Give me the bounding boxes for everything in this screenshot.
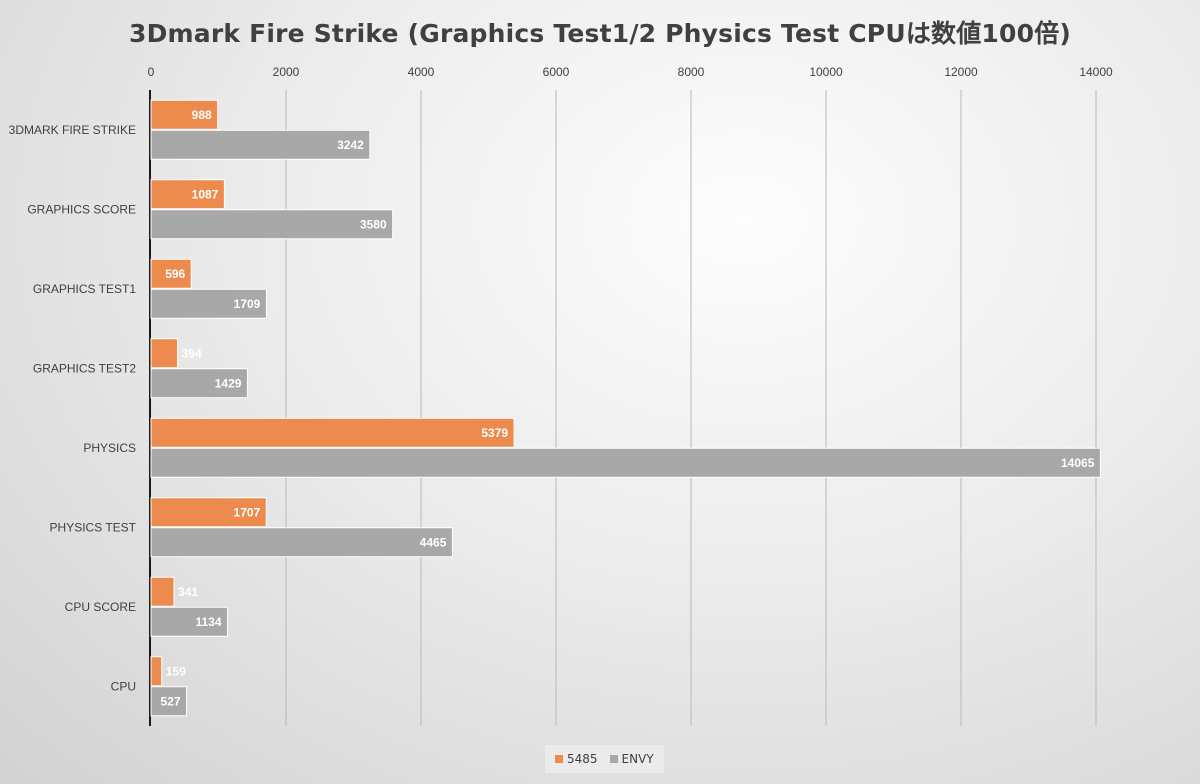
bar-5485-graphics-test1 xyxy=(150,258,192,289)
x-tick-label-8000: 8000 xyxy=(678,65,705,79)
category-label-graphics-test1: GRAPHICS TEST1 xyxy=(33,282,136,296)
bar-envy-3dmark-fire-strike xyxy=(150,129,371,160)
legend-label-5485: 5485 xyxy=(567,752,598,766)
data-label-envy-physics-test: 4465 xyxy=(420,535,447,549)
data-label-5485-physics: 5379 xyxy=(481,426,508,440)
bar-envy-physics-test xyxy=(150,527,453,558)
category-label-physics: PHYSICS xyxy=(83,441,136,455)
bar-5485-graphics-score xyxy=(150,179,225,210)
bar-5485-graphics-test2 xyxy=(150,338,179,369)
bar-envy-graphics-test2 xyxy=(150,368,248,399)
data-label-5485-graphics-score: 1087 xyxy=(192,187,219,201)
category-label-physics-test: PHYSICS TEST xyxy=(50,520,137,534)
category-label-graphics-score: GRAPHICS SCORE xyxy=(27,202,136,216)
data-label-envy-graphics-test1: 1709 xyxy=(234,297,261,311)
chart-title: 3Dmark Fire Strike (Graphics Test1/2 Phy… xyxy=(128,19,1072,48)
x-tick-label-12000: 12000 xyxy=(944,65,978,79)
bar-5485-cpu-score xyxy=(150,576,175,607)
legend-item-5485: 5485 xyxy=(555,752,598,766)
bar-envy-cpu-score xyxy=(150,606,229,637)
data-label-envy-graphics-test2: 1429 xyxy=(215,376,242,390)
x-tick-label-10000: 10000 xyxy=(809,65,843,79)
data-label-envy-cpu-score: 1134 xyxy=(195,615,221,629)
category-label-graphics-test2: GRAPHICS TEST2 xyxy=(33,361,136,375)
bar-envy-graphics-score xyxy=(150,209,394,240)
data-label-envy-graphics-score: 3580 xyxy=(360,217,387,231)
legend: 5485 ENVY xyxy=(545,745,664,773)
bar-envy-physics xyxy=(150,447,1101,478)
data-label-5485-cpu-score: 341 xyxy=(178,585,198,599)
x-tick-label-4000: 4000 xyxy=(408,65,435,79)
bar-envy-graphics-test1 xyxy=(150,288,267,319)
data-label-5485-graphics-test2: 394 xyxy=(182,346,202,360)
category-label-cpu: CPU xyxy=(111,679,136,693)
legend-item-envy: ENVY xyxy=(609,752,654,766)
category-label-3dmark-fire-strike: 3DMARK FIRE STRIKE xyxy=(9,123,136,137)
x-tick-label-14000: 14000 xyxy=(1079,65,1113,79)
data-label-5485-3dmark-fire-strike: 988 xyxy=(192,108,212,122)
x-tick-label-0: 0 xyxy=(148,65,155,79)
data-label-envy-cpu: 527 xyxy=(161,694,181,708)
data-label-envy-physics: 14065 xyxy=(1061,456,1095,470)
legend-label-envy: ENVY xyxy=(621,752,654,766)
x-tick-label-2000: 2000 xyxy=(273,65,300,79)
legend-swatch-envy xyxy=(609,755,618,763)
data-label-5485-cpu: 159 xyxy=(166,664,186,678)
x-tick-label-6000: 6000 xyxy=(543,65,570,79)
bar-5485-physics-test xyxy=(150,497,267,528)
bar-5485-physics xyxy=(150,417,515,448)
data-label-envy-3dmark-fire-strike: 3242 xyxy=(337,138,364,152)
data-label-5485-physics-test: 1707 xyxy=(234,505,261,519)
category-label-cpu-score: CPU SCORE xyxy=(65,600,136,614)
bar-5485-3dmark-fire-strike xyxy=(150,99,219,130)
data-label-5485-graphics-test1: 596 xyxy=(165,267,185,281)
bar-5485-cpu xyxy=(150,656,163,687)
legend-swatch-5485 xyxy=(555,755,563,763)
bar-envy-cpu xyxy=(150,686,188,717)
